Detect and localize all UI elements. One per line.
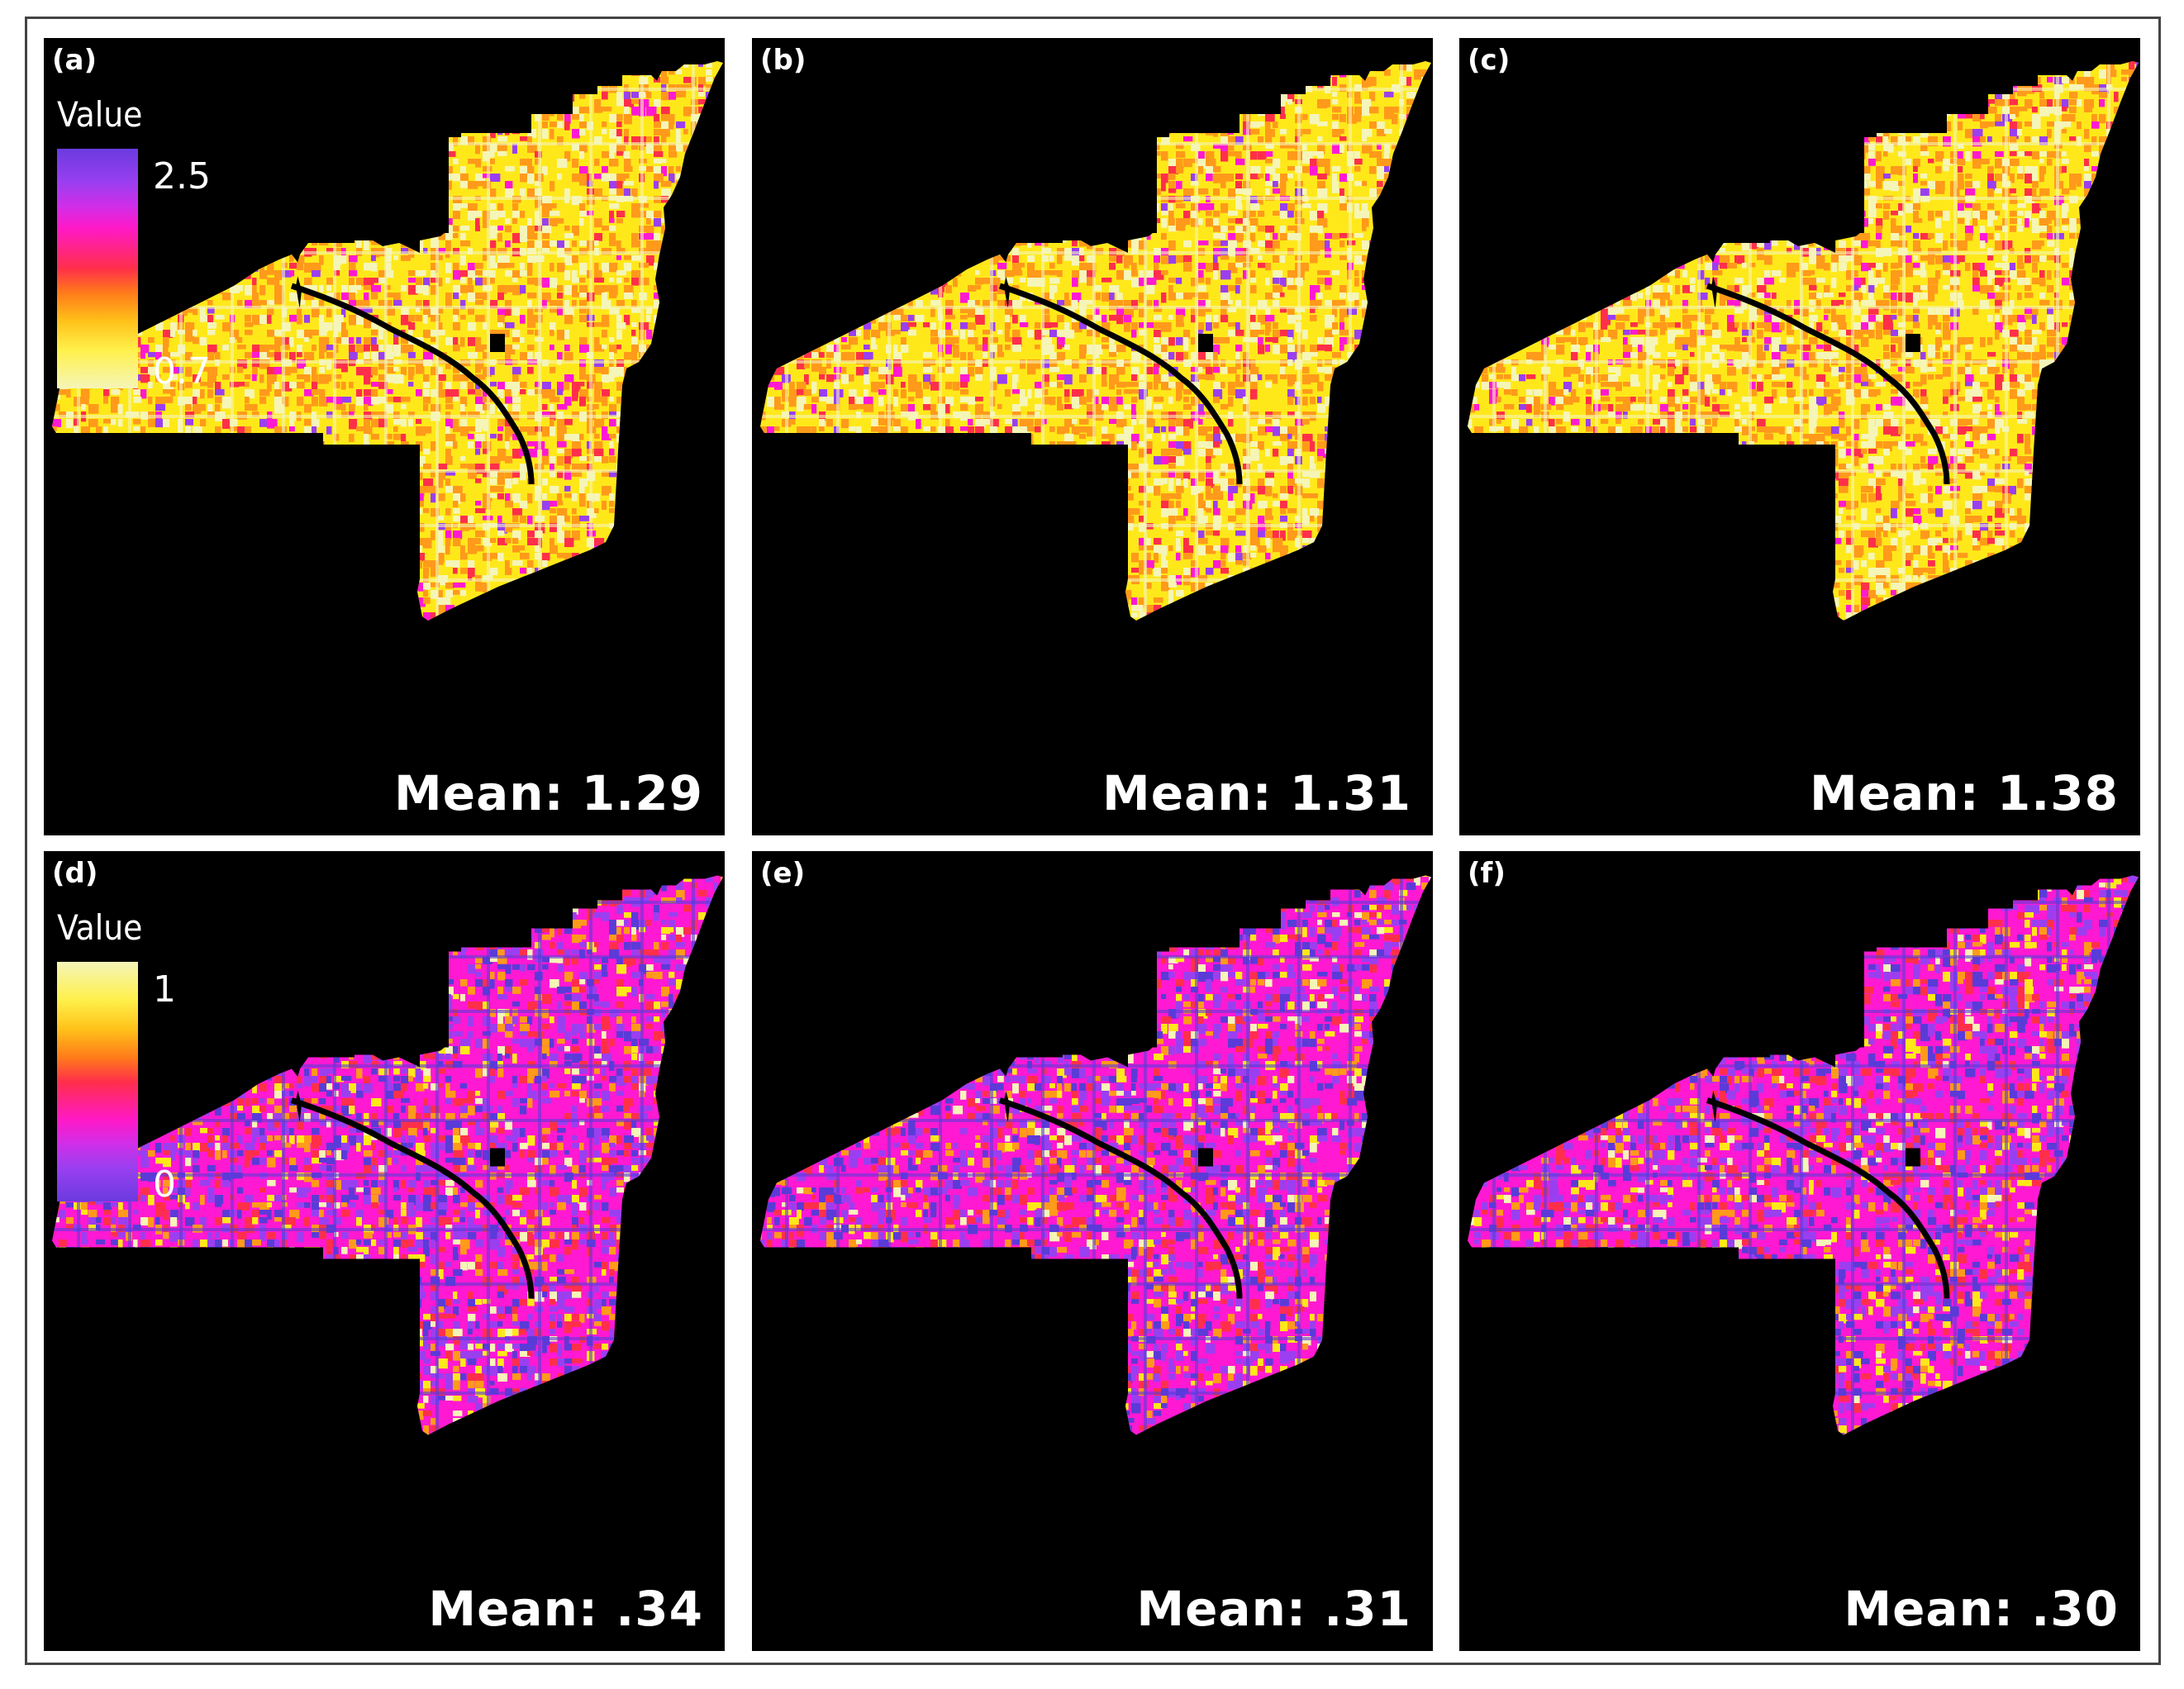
legend-min-label: 0.7: [153, 354, 211, 390]
map-panel-d: (d) Value 1 0 Mean: .34: [44, 851, 725, 1651]
water-block: [490, 334, 505, 352]
mean-value: Mean: .34: [428, 1585, 703, 1633]
map-panel-b: (b) Mean: 1.31: [752, 38, 1433, 835]
river: [1706, 283, 1950, 485]
river: [998, 1097, 1243, 1299]
river: [1706, 1097, 1950, 1299]
legend-color-ramp: [57, 149, 138, 388]
city-map-a: [52, 61, 723, 621]
water-block: [1906, 334, 1920, 352]
raster-texture: [1468, 875, 2139, 1435]
panel-label: (a): [52, 46, 97, 74]
panel-label: (b): [760, 46, 806, 74]
mean-value: Mean: .31: [1136, 1585, 1411, 1633]
water-block: [1198, 334, 1213, 352]
legend-title: Value: [57, 98, 142, 132]
city-map-b: [760, 61, 1431, 621]
city-map-c: [1468, 61, 2139, 621]
river: [290, 1097, 535, 1299]
legend-color-ramp: [57, 962, 138, 1201]
panel-label: (e): [760, 859, 805, 887]
panel-label: (d): [52, 859, 98, 887]
map-panel-c: (c) Mean: 1.38: [1459, 38, 2140, 835]
water-block: [1198, 1148, 1213, 1167]
river: [290, 283, 535, 485]
raster-texture: [1468, 61, 2139, 621]
map-panel-a: (a) Value 2.5 0.7 Mean: 1.29: [44, 38, 725, 835]
mean-value: Mean: 1.31: [1102, 769, 1411, 817]
raster-texture: [760, 61, 1431, 621]
city-map-f: [1468, 875, 2139, 1435]
legend: Value 1 0: [57, 911, 247, 1203]
legend: Value 2.5 0.7: [57, 98, 247, 390]
legend-title: Value: [57, 911, 142, 945]
raster-texture: [760, 875, 1431, 1435]
panel-label: (c): [1468, 46, 1510, 74]
legend-max-label: 2.5: [153, 159, 211, 195]
legend-min-label: 0: [153, 1167, 176, 1203]
legend-max-label: 1: [153, 972, 176, 1008]
mean-value: Mean: 1.29: [394, 769, 703, 817]
map-panel-f: (f) Mean: .30: [1459, 851, 2140, 1651]
mean-value: Mean: 1.38: [1810, 769, 2119, 817]
panel-label: (f): [1468, 859, 1506, 887]
mean-value: Mean: .30: [1844, 1585, 2119, 1633]
city-map-e: [760, 875, 1431, 1435]
water-block: [1906, 1148, 1920, 1167]
map-panel-e: (e) Mean: .31: [752, 851, 1433, 1651]
water-block: [490, 1148, 505, 1167]
river: [998, 283, 1243, 485]
figure-frame: (a) Value 2.5 0.7 Mean: 1.29 (b) Mean: 1…: [25, 17, 2161, 1665]
